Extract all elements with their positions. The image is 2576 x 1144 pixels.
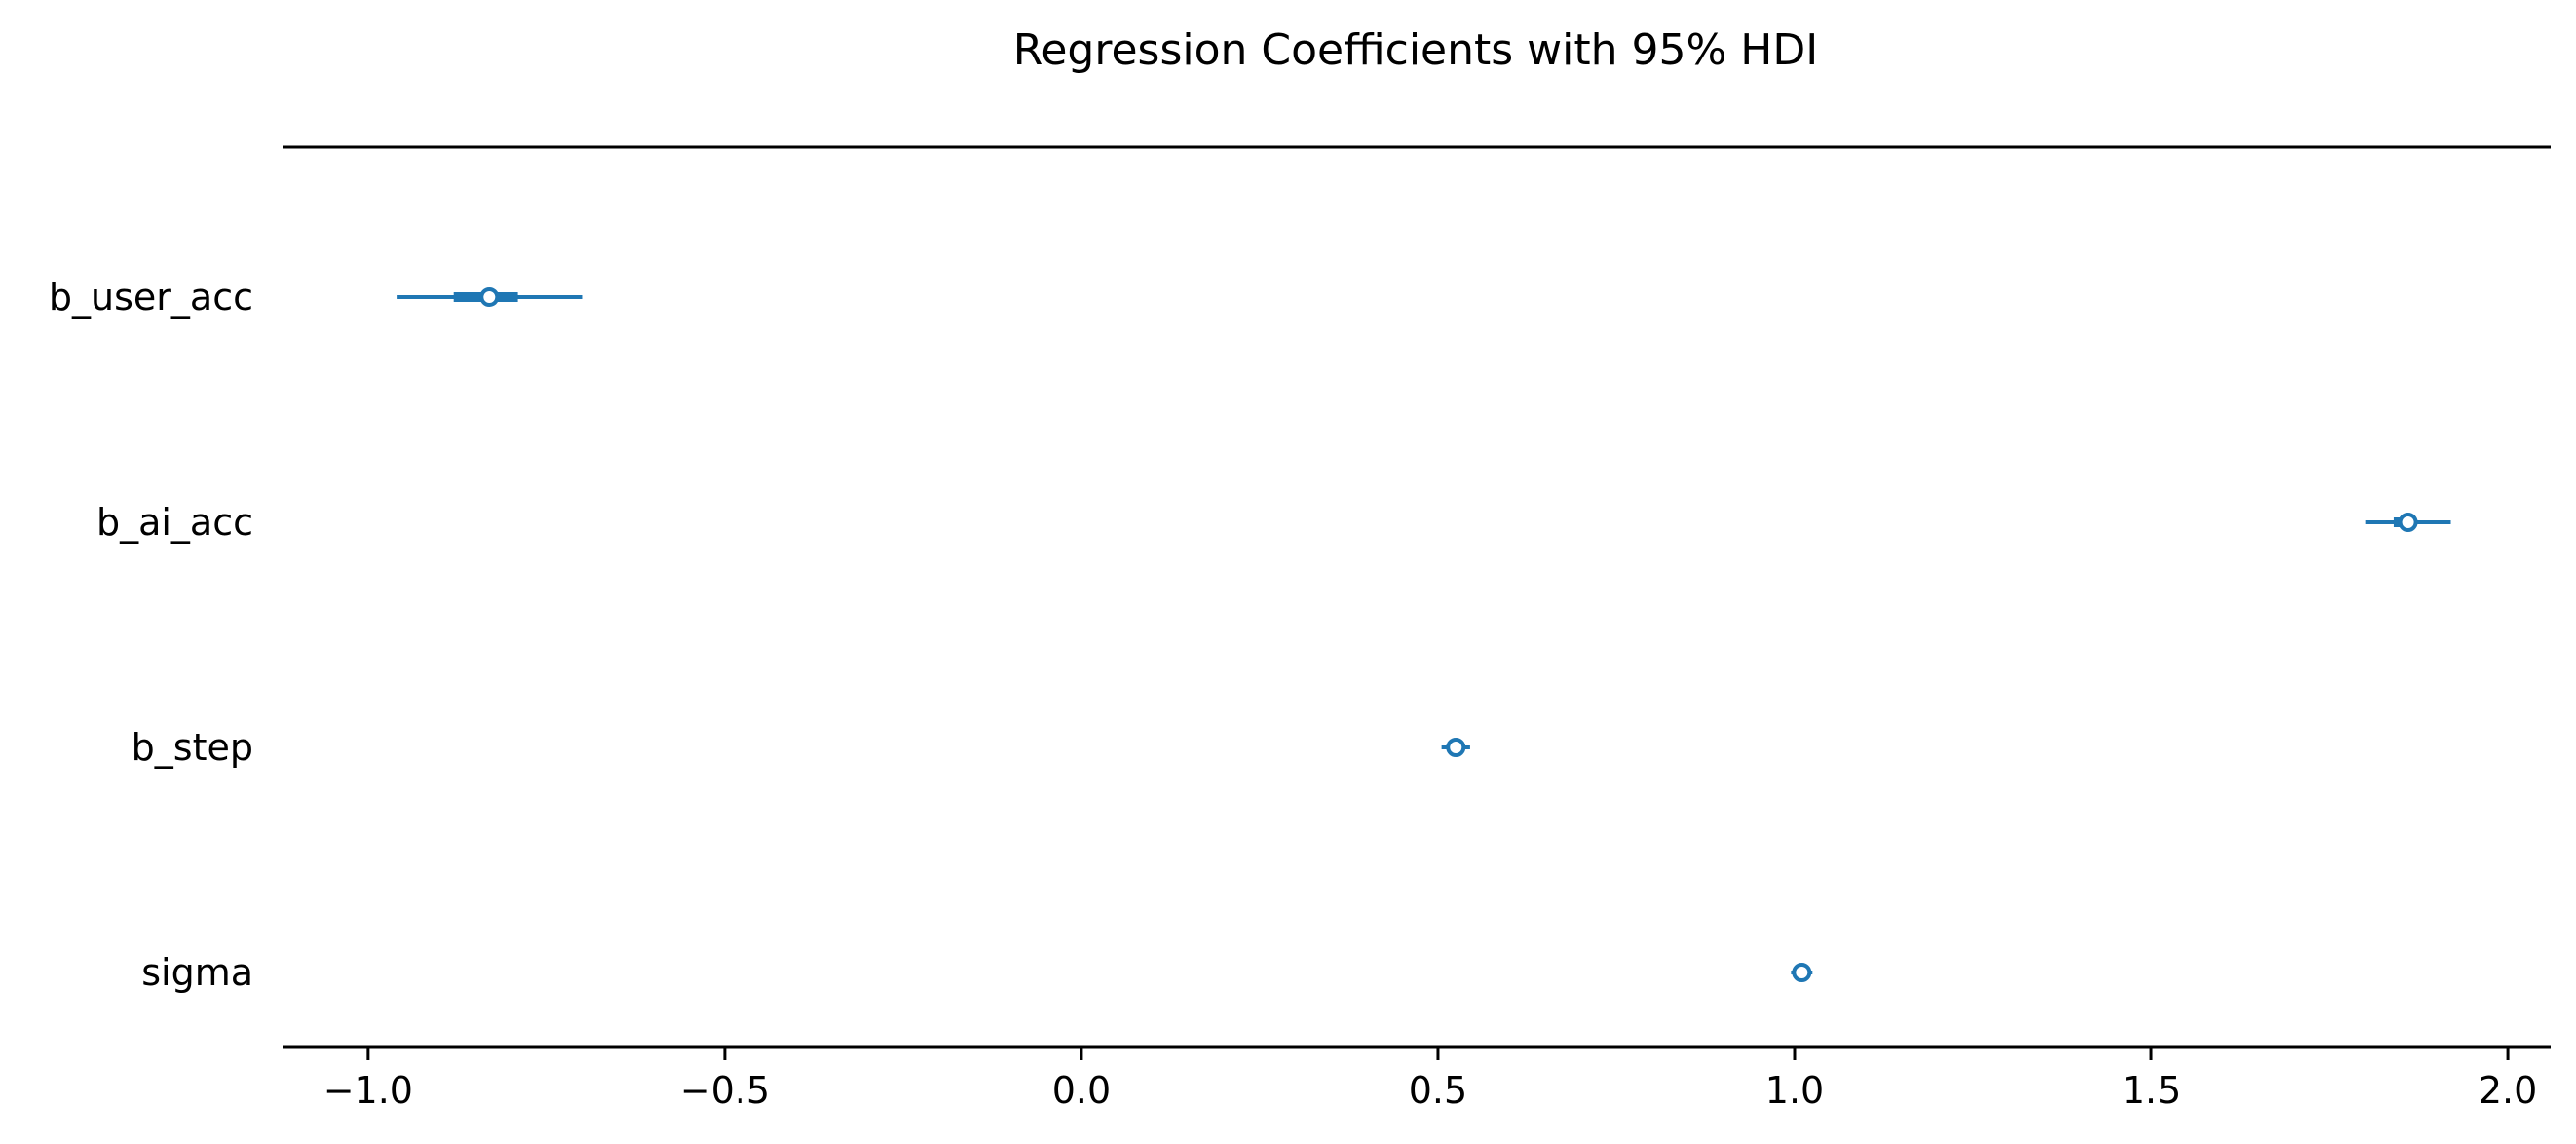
row-label: b_user_acc [49,276,253,319]
x-tick-label: 2.0 [2479,1069,2537,1112]
x-tick-label: −1.0 [323,1069,413,1112]
x-tick-label: 0.0 [1052,1069,1111,1112]
row-label: b_ai_acc [96,501,253,544]
mean-point [479,287,500,307]
interval-marks [397,287,2451,982]
chart-title: Regression Coefficients with 95% HDI [1013,25,1819,75]
x-axis-ticks: −1.0 −0.5 0.0 0.5 1.0 1.5 2.0 [323,1047,2537,1112]
x-tick-label: 1.5 [2122,1069,2180,1112]
row-label: sigma [141,951,253,994]
mean-point [1446,738,1466,757]
x-tick-label: 1.0 [1765,1069,1824,1112]
row-label: b_step [132,726,253,769]
mean-point [2398,513,2418,532]
x-tick-label: −0.5 [680,1069,770,1112]
x-tick-label: 0.5 [1409,1069,1467,1112]
mean-point [1792,963,1812,982]
